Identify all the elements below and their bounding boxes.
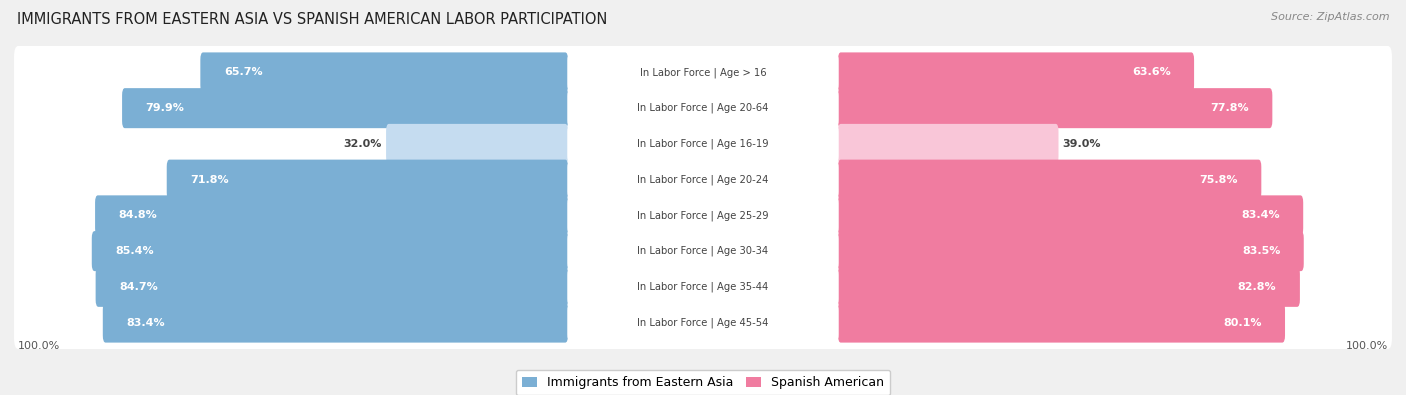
FancyBboxPatch shape: [122, 88, 568, 128]
Text: 63.6%: 63.6%: [1132, 68, 1171, 77]
Text: 83.4%: 83.4%: [1241, 211, 1279, 220]
FancyBboxPatch shape: [14, 225, 1392, 278]
FancyBboxPatch shape: [567, 198, 839, 233]
Text: 79.9%: 79.9%: [145, 103, 184, 113]
FancyBboxPatch shape: [838, 196, 1303, 235]
FancyBboxPatch shape: [387, 124, 568, 164]
Text: 83.5%: 83.5%: [1241, 246, 1281, 256]
Text: 100.0%: 100.0%: [1346, 341, 1388, 351]
FancyBboxPatch shape: [567, 162, 839, 197]
Text: IMMIGRANTS FROM EASTERN ASIA VS SPANISH AMERICAN LABOR PARTICIPATION: IMMIGRANTS FROM EASTERN ASIA VS SPANISH …: [17, 12, 607, 27]
FancyBboxPatch shape: [96, 267, 568, 307]
Text: In Labor Force | Age 45-54: In Labor Force | Age 45-54: [637, 317, 769, 328]
Text: In Labor Force | Age 20-24: In Labor Force | Age 20-24: [637, 174, 769, 185]
FancyBboxPatch shape: [91, 231, 568, 271]
FancyBboxPatch shape: [567, 126, 839, 162]
FancyBboxPatch shape: [14, 189, 1392, 242]
Text: In Labor Force | Age 30-34: In Labor Force | Age 30-34: [637, 246, 769, 256]
FancyBboxPatch shape: [167, 160, 568, 199]
FancyBboxPatch shape: [838, 231, 1303, 271]
Text: 39.0%: 39.0%: [1063, 139, 1101, 149]
Text: In Labor Force | Age 25-29: In Labor Force | Age 25-29: [637, 210, 769, 221]
FancyBboxPatch shape: [838, 124, 1059, 164]
Text: 84.8%: 84.8%: [118, 211, 157, 220]
Text: 82.8%: 82.8%: [1237, 282, 1277, 292]
Text: 75.8%: 75.8%: [1199, 175, 1237, 184]
FancyBboxPatch shape: [567, 305, 839, 340]
FancyBboxPatch shape: [838, 160, 1261, 199]
FancyBboxPatch shape: [838, 303, 1285, 342]
Text: 65.7%: 65.7%: [224, 68, 263, 77]
Text: 85.4%: 85.4%: [115, 246, 153, 256]
FancyBboxPatch shape: [838, 88, 1272, 128]
FancyBboxPatch shape: [14, 82, 1392, 135]
FancyBboxPatch shape: [200, 53, 568, 92]
Text: 77.8%: 77.8%: [1211, 103, 1249, 113]
FancyBboxPatch shape: [14, 260, 1392, 313]
Text: 84.7%: 84.7%: [120, 282, 157, 292]
Text: In Labor Force | Age 16-19: In Labor Force | Age 16-19: [637, 139, 769, 149]
Text: 71.8%: 71.8%: [190, 175, 229, 184]
Text: 32.0%: 32.0%: [343, 139, 382, 149]
FancyBboxPatch shape: [14, 296, 1392, 349]
FancyBboxPatch shape: [567, 55, 839, 90]
FancyBboxPatch shape: [14, 46, 1392, 99]
Text: In Labor Force | Age 35-44: In Labor Force | Age 35-44: [637, 282, 769, 292]
FancyBboxPatch shape: [567, 269, 839, 305]
FancyBboxPatch shape: [838, 267, 1301, 307]
FancyBboxPatch shape: [838, 53, 1194, 92]
FancyBboxPatch shape: [103, 303, 568, 342]
FancyBboxPatch shape: [14, 117, 1392, 170]
Text: 100.0%: 100.0%: [18, 341, 60, 351]
Text: In Labor Force | Age > 16: In Labor Force | Age > 16: [640, 67, 766, 78]
Text: Source: ZipAtlas.com: Source: ZipAtlas.com: [1271, 12, 1389, 22]
FancyBboxPatch shape: [14, 153, 1392, 206]
FancyBboxPatch shape: [567, 90, 839, 126]
Legend: Immigrants from Eastern Asia, Spanish American: Immigrants from Eastern Asia, Spanish Am…: [516, 370, 890, 395]
FancyBboxPatch shape: [96, 196, 568, 235]
Text: In Labor Force | Age 20-64: In Labor Force | Age 20-64: [637, 103, 769, 113]
Text: 83.4%: 83.4%: [127, 318, 165, 327]
FancyBboxPatch shape: [567, 233, 839, 269]
Text: 80.1%: 80.1%: [1223, 318, 1261, 327]
